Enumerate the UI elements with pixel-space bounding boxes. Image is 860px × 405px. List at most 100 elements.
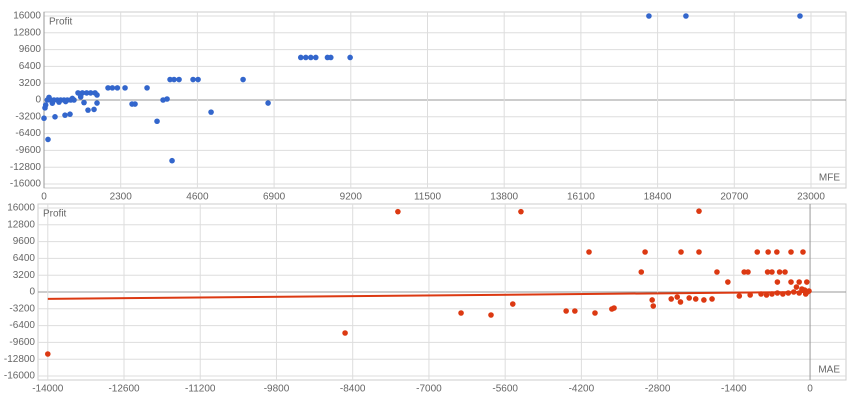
point bbox=[754, 249, 761, 255]
point bbox=[83, 90, 90, 96]
trendline bbox=[47, 291, 811, 300]
x-tick-label: -1400 bbox=[721, 384, 747, 395]
x-tick-label: 23000 bbox=[797, 192, 825, 203]
point bbox=[171, 76, 177, 83]
x-axis-label: MAE bbox=[818, 365, 840, 376]
point bbox=[307, 54, 314, 61]
y-tick-label: -16000 bbox=[4, 371, 36, 382]
point bbox=[714, 269, 720, 275]
y-tick-label: 9600 bbox=[19, 44, 42, 55]
point bbox=[94, 100, 100, 106]
x-tick-label: 11500 bbox=[414, 192, 442, 203]
point bbox=[114, 85, 121, 91]
y-tick-label: 6400 bbox=[19, 61, 42, 72]
point bbox=[774, 290, 781, 296]
point bbox=[638, 269, 645, 275]
point bbox=[87, 90, 94, 96]
point bbox=[347, 54, 353, 61]
point bbox=[56, 99, 62, 105]
x-tick-label: 13800 bbox=[490, 192, 518, 203]
point bbox=[790, 289, 797, 295]
point bbox=[208, 109, 214, 115]
point bbox=[592, 310, 598, 316]
point bbox=[81, 99, 87, 106]
point bbox=[62, 112, 68, 118]
point bbox=[725, 279, 731, 285]
point bbox=[488, 312, 494, 318]
point bbox=[678, 249, 684, 255]
point bbox=[745, 269, 751, 275]
y-axis-label: Profit bbox=[43, 209, 67, 220]
x-tick-label: -2800 bbox=[645, 384, 671, 395]
y-tick-label: -6400 bbox=[15, 128, 41, 139]
point bbox=[785, 290, 792, 296]
point bbox=[646, 13, 652, 19]
point bbox=[788, 249, 794, 255]
point bbox=[509, 301, 516, 307]
point bbox=[160, 97, 166, 103]
y-tick-label: -3200 bbox=[9, 303, 35, 314]
point bbox=[765, 249, 771, 255]
point bbox=[109, 85, 116, 91]
y-tick-label: -9600 bbox=[9, 337, 35, 348]
point bbox=[677, 299, 684, 305]
point bbox=[649, 297, 655, 303]
point bbox=[190, 76, 196, 83]
point bbox=[764, 269, 771, 275]
x-tick-label: -8400 bbox=[340, 384, 366, 395]
point bbox=[686, 295, 692, 301]
point bbox=[611, 305, 617, 311]
point bbox=[265, 100, 271, 106]
point bbox=[776, 269, 783, 275]
point bbox=[302, 54, 309, 61]
point bbox=[774, 249, 780, 255]
y-tick-label: -12800 bbox=[10, 162, 42, 173]
point bbox=[46, 94, 52, 101]
point bbox=[642, 249, 648, 255]
point bbox=[144, 85, 150, 91]
x-tick-label: 2300 bbox=[110, 192, 133, 203]
x-tick-label: 18400 bbox=[644, 192, 672, 203]
y-tick-label: 12800 bbox=[7, 219, 35, 230]
point bbox=[736, 293, 743, 299]
point bbox=[105, 85, 111, 91]
point bbox=[49, 100, 56, 106]
y-tick-label: -16000 bbox=[10, 179, 42, 190]
point bbox=[169, 157, 175, 164]
point bbox=[77, 94, 84, 100]
point bbox=[297, 54, 304, 61]
x-tick-label: -14000 bbox=[32, 384, 64, 395]
point bbox=[668, 296, 675, 302]
y-tick-label: 6400 bbox=[13, 253, 36, 264]
point bbox=[458, 310, 464, 316]
y-axis-label: Profit bbox=[49, 17, 73, 28]
point bbox=[42, 105, 48, 111]
point bbox=[518, 208, 524, 215]
point bbox=[696, 208, 702, 214]
point bbox=[674, 294, 681, 300]
y-tick-label: -6400 bbox=[9, 320, 35, 331]
y-tick-label: 0 bbox=[29, 287, 35, 298]
point bbox=[342, 330, 348, 336]
point bbox=[796, 279, 802, 285]
point bbox=[747, 292, 753, 298]
x-tick-label: -12600 bbox=[108, 384, 140, 395]
x-tick-label: -11200 bbox=[185, 384, 216, 395]
x-tick-label: 0 bbox=[41, 192, 47, 203]
point bbox=[696, 249, 702, 255]
point bbox=[69, 95, 76, 102]
point bbox=[62, 98, 69, 105]
x-tick-label: -7000 bbox=[416, 384, 442, 395]
point bbox=[709, 296, 715, 302]
point bbox=[650, 303, 657, 309]
point bbox=[195, 76, 201, 83]
y-tick-label: 16000 bbox=[7, 203, 35, 214]
point bbox=[769, 269, 775, 275]
y-tick-label: -3200 bbox=[15, 111, 41, 122]
x-tick-label: 0 bbox=[807, 384, 813, 395]
point bbox=[692, 296, 699, 302]
point bbox=[802, 291, 809, 297]
point bbox=[763, 292, 770, 298]
x-tick-label: 6900 bbox=[263, 192, 286, 203]
